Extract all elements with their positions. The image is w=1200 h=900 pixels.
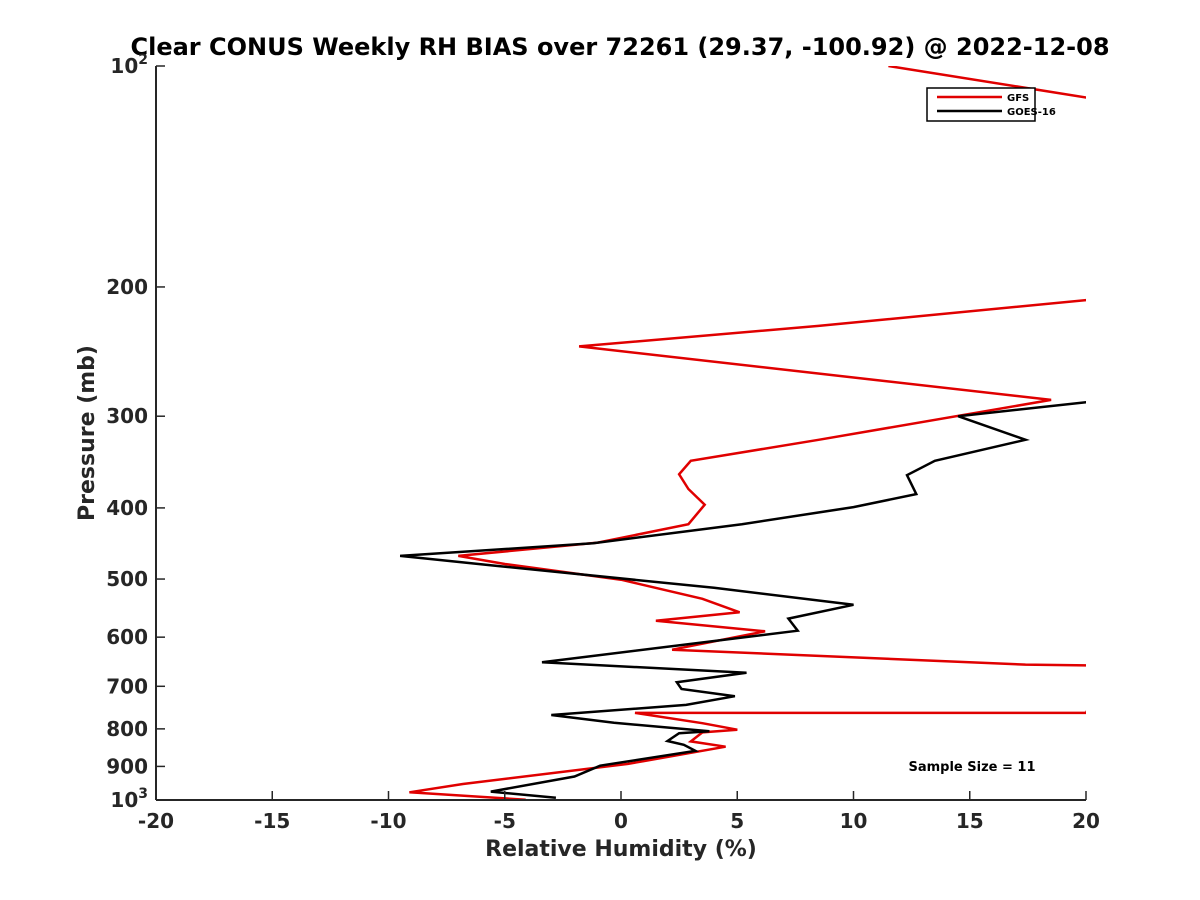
x-axis-label: Relative Humidity (%) xyxy=(485,837,757,862)
y-tick-label: 900 xyxy=(106,754,148,778)
sample-size-annotation: Sample Size = 11 xyxy=(908,760,1035,775)
series-line-goes16 xyxy=(399,401,1086,800)
y-tick-label: 600 xyxy=(106,625,148,649)
legend: GFS GOES-16 xyxy=(926,87,1056,122)
series-layer xyxy=(399,66,1086,800)
legend-label-goes16: GOES-16 xyxy=(1007,107,1056,118)
y-tick-label: 200 xyxy=(106,275,148,299)
x-tick-label: -15 xyxy=(254,809,290,833)
y-tick-label: 700 xyxy=(106,674,148,698)
y-tick-label: 800 xyxy=(106,717,148,741)
x-tick-label: -10 xyxy=(370,809,406,833)
axes-layer: -20 -15 -10 -5 0 5 10 15 20102200300400500600700… xyxy=(106,52,1100,833)
series-line-gfs xyxy=(409,66,1086,800)
y-tick-label: 300 xyxy=(106,404,148,428)
y-tick-label: 500 xyxy=(106,567,148,591)
x-tick-label: 0 xyxy=(614,809,628,833)
x-tick-label: 5 xyxy=(730,809,744,833)
x-tick-label: 20 xyxy=(1072,809,1100,833)
y-tick-label: 400 xyxy=(106,496,148,520)
chart-title: Clear CONUS Weekly RH BIAS over 72261 (2… xyxy=(130,33,1109,61)
x-tick-label: -5 xyxy=(494,809,516,833)
x-tick-label: 10 xyxy=(840,809,868,833)
y-axis-label: Pressure (mb) xyxy=(75,345,100,521)
x-tick-label: -20 xyxy=(138,809,174,833)
x-tick-label: 15 xyxy=(956,809,984,833)
legend-box xyxy=(926,87,1036,122)
legend-label-gfs: GFS xyxy=(1007,93,1029,104)
